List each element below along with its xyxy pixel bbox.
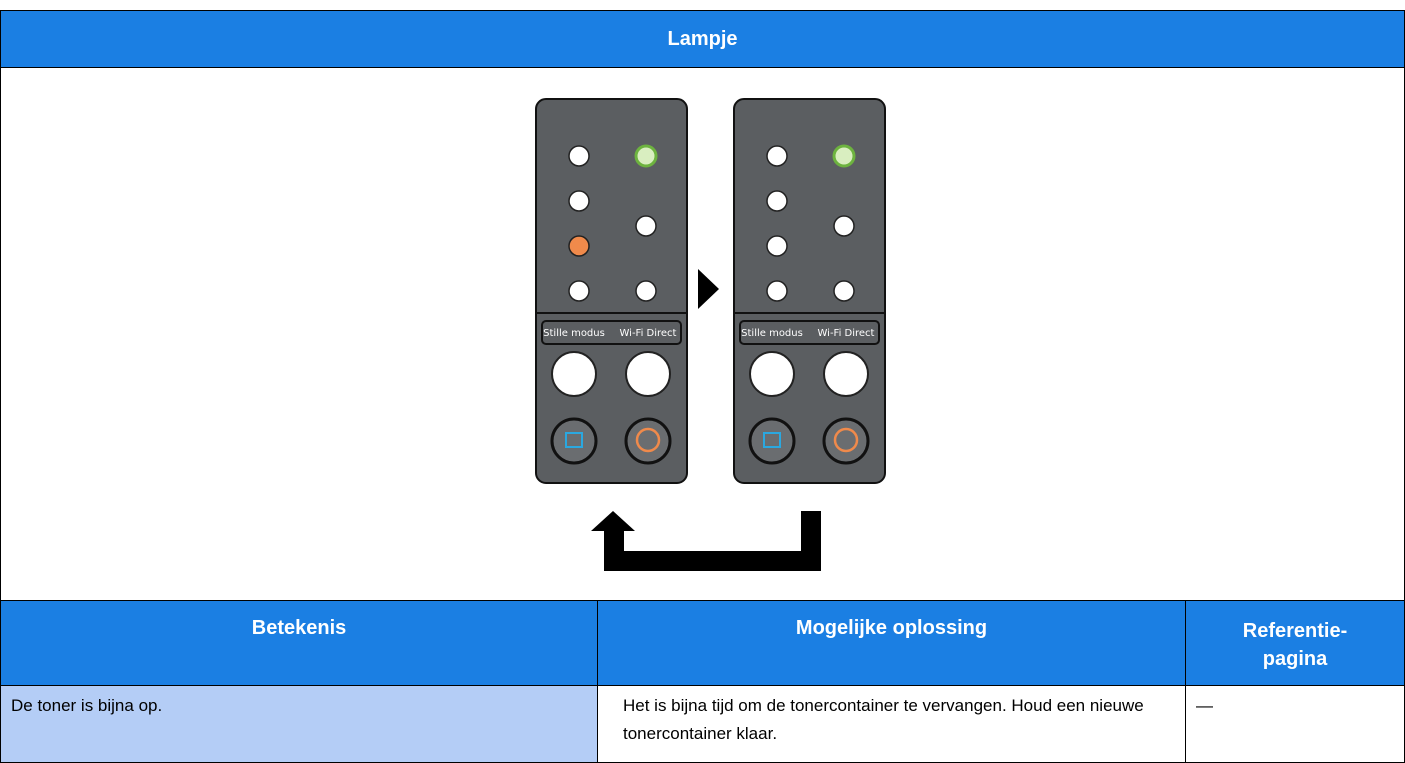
indicator-light: [568, 235, 590, 257]
indicator-light: [766, 235, 788, 257]
button-label: Stille modus: [741, 328, 803, 339]
image-cell: Stille modus Wi-Fi Direct Stille modus Wi-F…: [0, 67, 1405, 601]
table-cell: Het is bijna tijd om de tonercontainer t…: [597, 685, 1186, 763]
indicator-light: [568, 190, 590, 212]
header-cell: Betekenis: [0, 600, 598, 686]
cell-text: De toner is bijna op.: [11, 696, 163, 715]
title-cell: Lampje: [0, 10, 1405, 68]
label-bar: [541, 320, 682, 345]
label-bar: [739, 320, 880, 345]
indicator-light: [635, 280, 657, 302]
go-button: [550, 417, 598, 465]
indicator-light: [766, 190, 788, 212]
header-cell: Mogelijke oplossing: [597, 600, 1186, 686]
next-arrow: [698, 269, 719, 309]
indicator-light: [635, 215, 657, 237]
panel-button: [749, 351, 795, 397]
indicator-light: [634, 144, 658, 168]
indicator-light: [766, 280, 788, 302]
return-arrow: [591, 511, 821, 571]
stop-icon: [833, 427, 859, 453]
indicator-light: [833, 280, 855, 302]
panel-button: [625, 351, 671, 397]
panel-button: [823, 351, 869, 397]
go-button: [748, 417, 796, 465]
stop-button: [624, 417, 672, 465]
panel-button: [551, 351, 597, 397]
column-header: Betekenis: [251, 617, 347, 639]
indicator-light: [568, 280, 590, 302]
table-cell: —: [1185, 685, 1405, 763]
indicator-light: [568, 145, 590, 167]
column-header: Referentie-pagina: [1242, 620, 1348, 670]
indicator-light: [766, 145, 788, 167]
cell-text: —: [1196, 696, 1213, 715]
stop-icon: [635, 427, 661, 453]
go-icon: [763, 432, 781, 448]
button-label: Wi-Fi Direct: [620, 328, 677, 339]
column-header: Mogelijke oplossing: [795, 617, 988, 639]
title: Lampje: [667, 28, 738, 50]
button-label: Wi-Fi Direct: [818, 328, 875, 339]
header-cell: Referentie-pagina: [1185, 600, 1405, 686]
indicator-light: [832, 144, 856, 168]
panel-diagram: Stille modus Wi-Fi Direct Stille modus Wi-F…: [535, 98, 886, 571]
stop-button: [822, 417, 870, 465]
indicator-light: [833, 215, 855, 237]
table-cell: De toner is bijna op.: [0, 685, 598, 763]
button-label: Stille modus: [543, 328, 605, 339]
cell-text: Het is bijna tijd om de tonercontainer t…: [623, 696, 1144, 743]
go-icon: [565, 432, 583, 448]
